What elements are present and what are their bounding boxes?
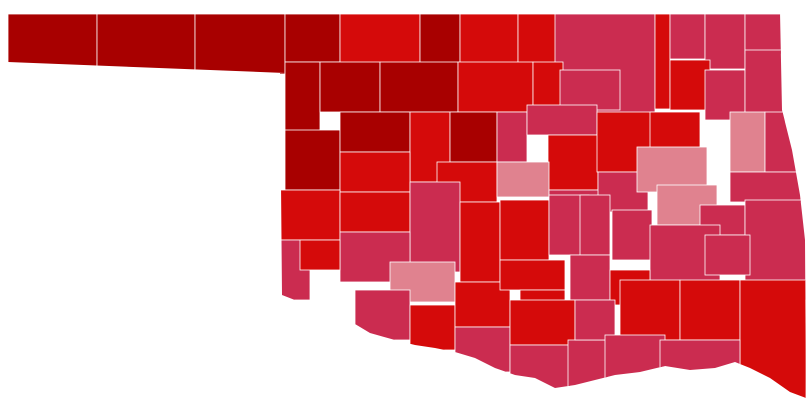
county bbox=[354, 289, 411, 341]
county bbox=[579, 194, 611, 256]
county bbox=[679, 279, 741, 341]
county bbox=[409, 181, 461, 273]
county bbox=[284, 13, 341, 63]
county bbox=[96, 13, 196, 75]
county bbox=[509, 299, 576, 346]
county bbox=[739, 279, 806, 398]
county bbox=[547, 134, 599, 191]
county bbox=[574, 299, 616, 341]
county bbox=[339, 111, 411, 153]
county bbox=[284, 61, 321, 133]
counties bbox=[8, 13, 806, 398]
county bbox=[526, 104, 598, 136]
county bbox=[496, 161, 550, 198]
county bbox=[744, 13, 786, 55]
county bbox=[409, 304, 456, 351]
county bbox=[496, 111, 528, 163]
county bbox=[636, 146, 708, 193]
county bbox=[379, 61, 459, 113]
county bbox=[669, 59, 711, 111]
county bbox=[619, 279, 681, 341]
county bbox=[704, 13, 746, 70]
county bbox=[649, 111, 701, 153]
county bbox=[8, 13, 98, 75]
county bbox=[499, 199, 550, 261]
county bbox=[339, 191, 411, 233]
county bbox=[279, 189, 341, 241]
county bbox=[704, 234, 751, 276]
county bbox=[559, 69, 621, 111]
county bbox=[729, 171, 806, 203]
county bbox=[454, 326, 511, 373]
county bbox=[459, 201, 501, 283]
county bbox=[339, 151, 411, 193]
county bbox=[604, 334, 666, 391]
county bbox=[532, 61, 564, 108]
county bbox=[284, 129, 341, 191]
county bbox=[457, 61, 534, 113]
county bbox=[509, 344, 571, 391]
county bbox=[764, 111, 806, 173]
county bbox=[611, 209, 653, 261]
county bbox=[459, 13, 519, 65]
county bbox=[669, 13, 706, 60]
county bbox=[569, 254, 611, 301]
county bbox=[449, 111, 498, 163]
county bbox=[659, 339, 741, 386]
county bbox=[567, 339, 609, 391]
county bbox=[419, 13, 461, 65]
county bbox=[319, 61, 381, 113]
county bbox=[194, 13, 286, 75]
county bbox=[729, 111, 766, 173]
county bbox=[654, 13, 671, 110]
county bbox=[499, 259, 566, 291]
county bbox=[299, 239, 341, 271]
